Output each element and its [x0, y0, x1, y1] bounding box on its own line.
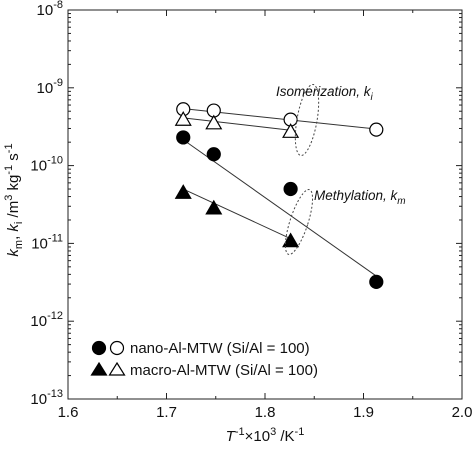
fit-line — [182, 139, 377, 277]
filled-circle-point — [369, 274, 384, 289]
legend-open-circle-marker — [109, 340, 125, 356]
x-axis-title: T-1×103 /K-1 — [226, 426, 305, 445]
legend-filled-circle-marker — [91, 340, 107, 356]
legend-item-nano: nano-Al-MTW (Si/Al = 100) — [91, 340, 310, 357]
open-triangle-point — [205, 114, 223, 130]
legend: nano-Al-MTW (Si/Al = 100) macro-Al-MTW (… — [90, 340, 318, 379]
y-tick-label: 10-12 — [30, 310, 63, 330]
filled-triangle-point — [205, 199, 223, 215]
isomerization-group-ellipse — [294, 84, 320, 156]
filled-circle-point — [176, 130, 191, 145]
fit-line — [183, 188, 291, 240]
axis-ticks — [67, 9, 463, 400]
isomerization-annotation: Isomerization, ki — [276, 84, 374, 103]
x-tick-label: 1.6 — [58, 404, 79, 421]
fit-line — [183, 117, 291, 131]
open-circle-point — [369, 122, 384, 137]
filled-triangle-point — [282, 232, 300, 248]
x-tick-label: 1.9 — [353, 404, 374, 421]
data-points — [174, 102, 384, 289]
y-tick-label: 10-13 — [30, 388, 63, 408]
legend-open-triangle-marker — [108, 361, 126, 376]
x-tick-label: 1.7 — [156, 404, 177, 421]
filled-circle-point — [206, 147, 221, 162]
y-tick-label: 10-9 — [37, 77, 63, 97]
filled-triangle-point — [174, 184, 192, 199]
methylation-group-ellipse — [284, 189, 314, 255]
open-triangle-point — [174, 111, 192, 126]
x-tick-label: 1.8 — [255, 404, 276, 421]
y-tick-labels: 10-8 10-9 10-10 10-11 10-12 10-13 — [30, 0, 63, 408]
filled-circle-point — [283, 181, 298, 197]
legend-filled-triangle-marker — [90, 361, 108, 376]
y-tick-label: 10-8 — [37, 0, 63, 19]
y-tick-label: 10-10 — [30, 155, 63, 175]
y-tick-label: 10-11 — [31, 232, 63, 252]
x-tick-labels: 1.6 1.7 1.8 1.9 2.0 — [58, 404, 473, 421]
legend-item-macro: macro-Al-MTW (Si/Al = 100) — [90, 361, 318, 379]
legend-label-nano: nano-Al-MTW (Si/Al = 100) — [130, 340, 310, 357]
methylation-annotation: Methylation, km — [314, 188, 406, 207]
x-tick-label: 2.0 — [452, 404, 473, 421]
y-axis-title: km, ki /m3 kg-1 s-1 — [3, 143, 25, 256]
open-triangle-point — [282, 123, 300, 138]
legend-label-macro: macro-Al-MTW (Si/Al = 100) — [130, 362, 318, 379]
